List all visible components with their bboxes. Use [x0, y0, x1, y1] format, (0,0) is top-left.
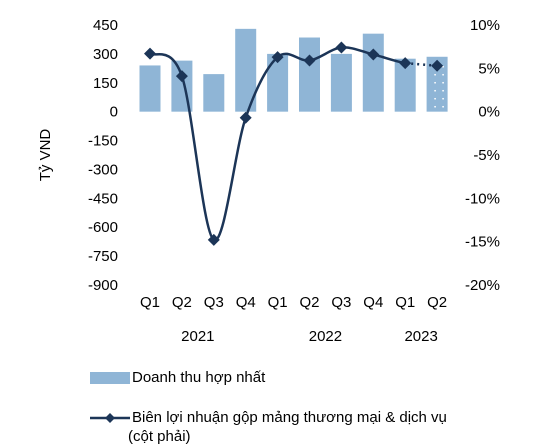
bar-7 [330, 53, 352, 112]
x-tick-label: Q1 [395, 294, 415, 311]
forecast-dot [434, 97, 436, 100]
x-tick-label: Q1 [268, 294, 288, 311]
left-tick-label: 150 [93, 75, 118, 92]
bar-10 [426, 56, 448, 112]
legend-bar-label: Doanh thu hợp nhất [132, 369, 266, 386]
bar-9 [394, 58, 416, 112]
line-point-10 [431, 59, 444, 72]
forecast-dot [434, 105, 436, 108]
left-axis: 450 300 150 0 -150 -300 -450 -600 -750 -900 [88, 17, 118, 294]
line-series [144, 41, 444, 246]
line-point-5 [271, 51, 284, 64]
right-axis: 10% 5% 0% -5% -10% -15% -20% [465, 17, 500, 294]
bar-3 [203, 74, 225, 112]
line-point-6 [303, 54, 316, 67]
left-tick-label: 300 [93, 46, 118, 63]
year-label: 2022 [309, 328, 342, 345]
x-tick-label: Q4 [236, 294, 256, 311]
bar-1 [139, 65, 161, 112]
line-point-8 [367, 48, 380, 61]
forecast-dot [442, 81, 444, 84]
line-point-2 [175, 70, 188, 83]
right-tick-label: 5% [478, 60, 500, 77]
left-tick-label: -150 [88, 133, 118, 150]
right-tick-label: 10% [470, 17, 500, 34]
forecast-dot [442, 105, 444, 108]
year-label: 2023 [404, 328, 437, 345]
bar-5 [267, 53, 289, 112]
x-axis: Q1 Q2 Q3 Q4 Q1 Q2 Q3 Q4 Q1 Q2 2021 2022 2023 [140, 294, 447, 345]
line-point-1 [144, 47, 156, 60]
left-tick-label: 450 [93, 17, 118, 34]
line-point-3 [207, 233, 220, 246]
left-tick-label: -600 [88, 219, 118, 236]
left-tick-label: -450 [88, 190, 118, 207]
right-tick-label: -5% [473, 147, 500, 164]
right-tick-label: -20% [465, 277, 500, 294]
line-path [149, 46, 406, 242]
forecast-dot [434, 89, 436, 92]
y-axis-label: Tỷ VND [37, 129, 54, 182]
chart: 450 300 150 0 -150 -300 -450 -600 -750 -900 10% 5%… [37, 17, 500, 345]
left-tick-label: 0 [110, 104, 118, 121]
left-tick-label: -300 [88, 161, 118, 178]
bar-8 [362, 33, 384, 112]
forecast-dot [442, 65, 444, 68]
line-point-9 [399, 57, 412, 70]
x-tick-label: Q3 [331, 294, 351, 311]
line-point-7 [335, 41, 348, 54]
x-tick-label: Q2 [299, 294, 319, 311]
right-tick-label: -10% [465, 190, 500, 207]
forecast-dot [434, 73, 436, 76]
forecast-dot [442, 73, 444, 76]
legend-bar-swatch [90, 372, 130, 384]
legend-line-label-2: (cột phải) [128, 428, 191, 445]
x-tick-label: Q1 [140, 294, 160, 311]
legend-line-swatch [90, 413, 130, 423]
left-tick-label: -900 [88, 277, 118, 294]
x-tick-label: Q2 [172, 294, 192, 311]
x-tick-label: Q4 [363, 294, 383, 311]
legend-line-label: Biên lợi nhuận gộp mảng thương mại & dịc… [132, 409, 447, 426]
bar-4 [235, 28, 257, 112]
forecast-dot [442, 97, 444, 100]
x-tick-label: Q3 [204, 294, 224, 311]
x-tick-label: Q2 [427, 294, 447, 311]
right-tick-label: -15% [465, 234, 500, 251]
right-tick-label: 0% [478, 104, 500, 121]
bar-6 [299, 37, 320, 112]
forecast-dot [442, 89, 444, 92]
year-label: 2021 [181, 328, 214, 345]
bar-series [139, 28, 448, 112]
line-point-4 [239, 111, 252, 124]
forecast-dot [434, 81, 436, 84]
left-tick-label: -750 [88, 248, 118, 265]
